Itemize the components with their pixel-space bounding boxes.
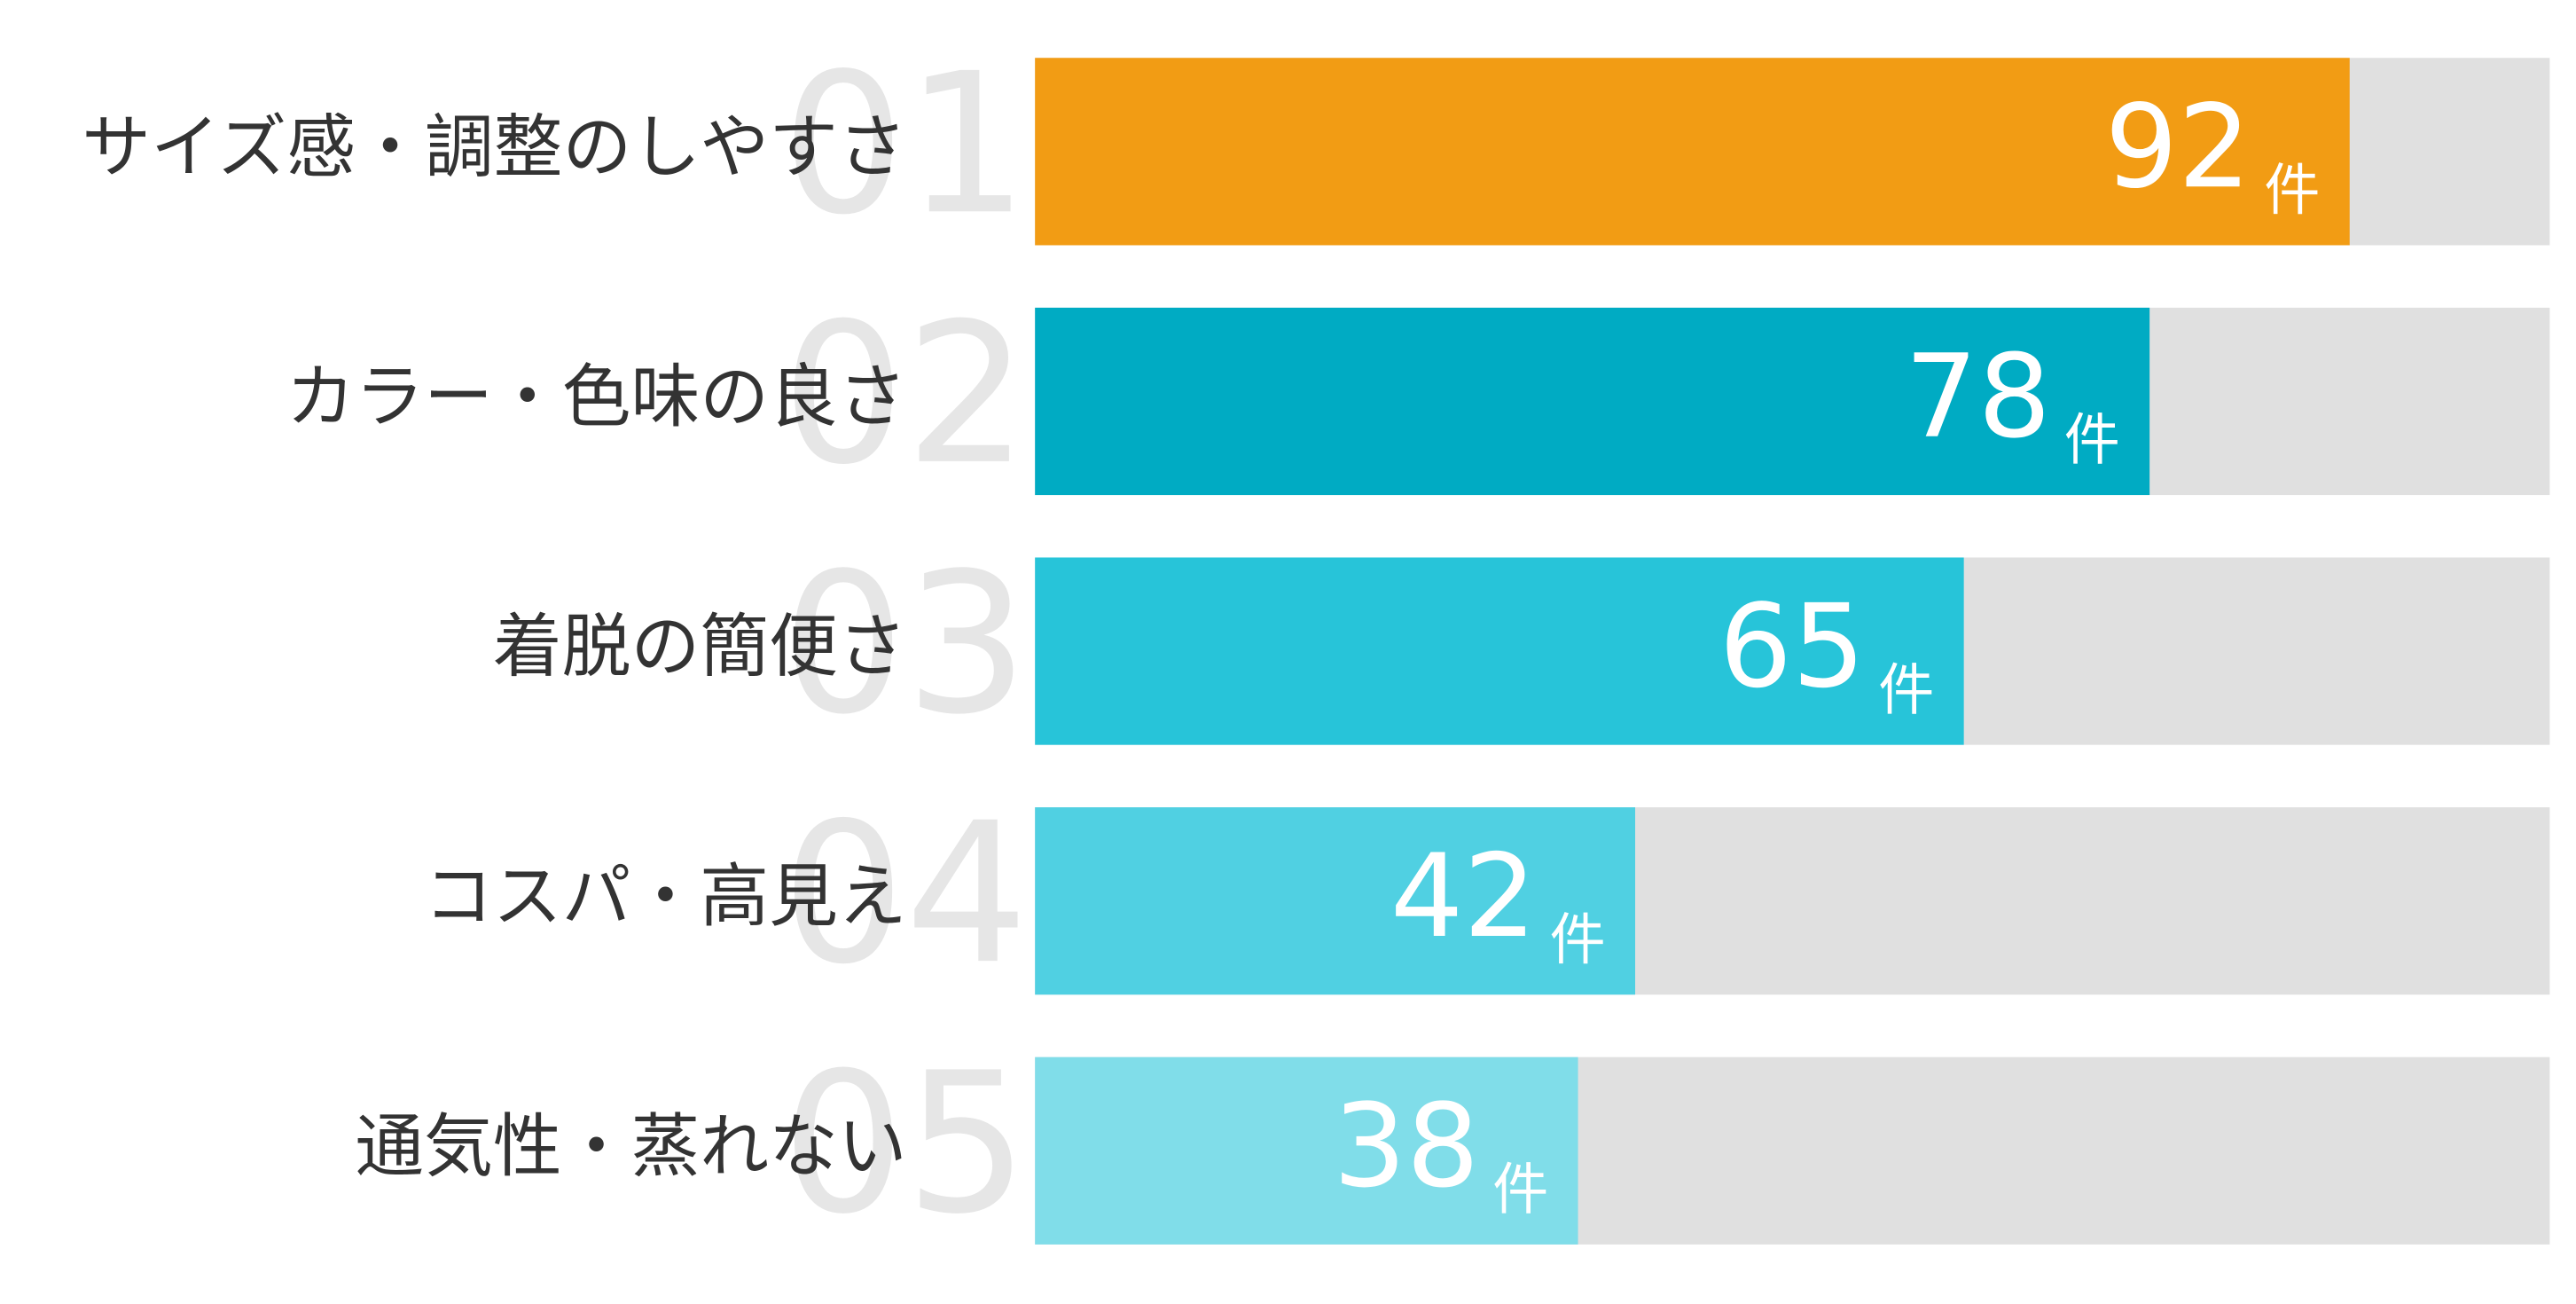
value-label: 65 <box>1719 579 1865 713</box>
rank-number: 01 <box>782 31 1029 257</box>
category-label: サイズ感・調整のしやすさ <box>82 107 906 187</box>
bar <box>1035 807 1636 995</box>
category-label: カラー・色味の良さ <box>286 357 906 437</box>
value-label: 38 <box>1333 1080 1479 1214</box>
unit-label: 件 <box>1550 907 1606 972</box>
bar <box>1035 557 1964 745</box>
value-label: 92 <box>2105 80 2251 214</box>
value-label: 78 <box>1905 330 2051 464</box>
rank-number: 03 <box>782 531 1029 758</box>
bar <box>1035 307 2150 496</box>
bar <box>1035 58 2350 246</box>
unit-label: 件 <box>1492 1158 1548 1222</box>
category-label: 着脱の簡便さ <box>493 608 907 687</box>
rank-number: 02 <box>782 281 1029 507</box>
value-label: 42 <box>1390 829 1537 963</box>
rank-number: 05 <box>782 1031 1029 1257</box>
category-label: 通気性・蒸れない <box>355 1107 906 1187</box>
unit-label: 件 <box>2264 158 2320 223</box>
unit-label: 件 <box>1878 657 1934 722</box>
bar <box>1035 1057 1578 1245</box>
rank-number: 04 <box>782 781 1029 1007</box>
category-label: コスパ・高見え <box>424 857 907 937</box>
unit-label: 件 <box>2064 408 2120 473</box>
